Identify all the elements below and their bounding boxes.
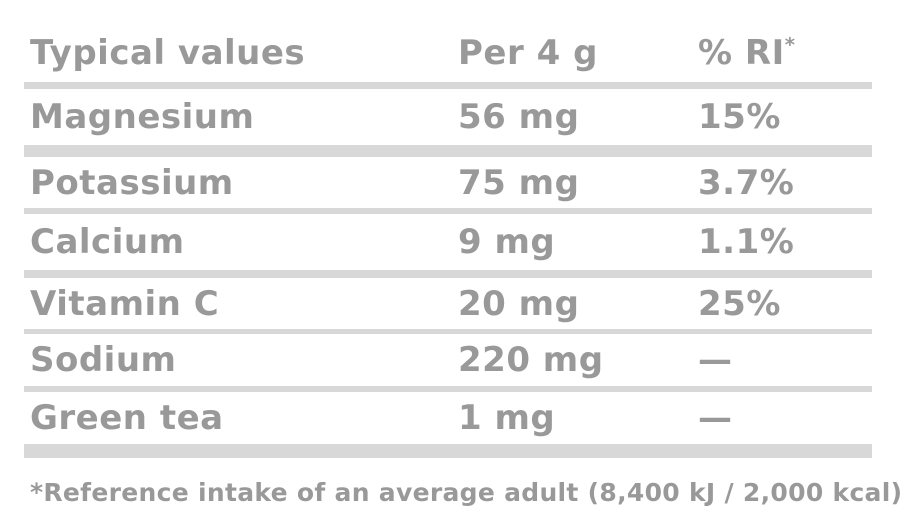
nutrient-name: Potassium <box>30 162 234 203</box>
table-row-calcium: Calcium 9 mg 1.1% <box>0 214 900 270</box>
nutrient-ri-percent: 1.1% <box>698 222 795 262</box>
table-row-potassium: Potassium 75 mg 3.7% <box>0 157 900 208</box>
nutrient-ri-percent: — <box>698 340 733 380</box>
nutrient-name: Green tea <box>30 398 224 438</box>
table-row-green-tea: Green tea 1 mg — <box>0 392 900 444</box>
nutrient-name: Sodium <box>30 340 177 380</box>
nutrient-amount: 9 mg <box>458 222 556 262</box>
nutrient-ri-percent: 3.7% <box>698 162 795 203</box>
reference-intake-label: % RI <box>698 33 785 73</box>
nutrient-name: Calcium <box>30 222 185 262</box>
divider <box>24 145 872 157</box>
nutrient-amount: 75 mg <box>458 162 580 203</box>
divider <box>24 270 872 278</box>
divider <box>24 82 872 89</box>
nutrient-ri-percent: 25% <box>698 283 781 324</box>
table-header-row: Typical values Per 4 g % RI* <box>0 0 900 82</box>
divider <box>24 444 872 458</box>
nutrient-name: Vitamin C <box>30 283 220 324</box>
column-header-per-serving: Per 4 g <box>458 33 598 73</box>
nutrient-amount: 1 mg <box>458 398 556 438</box>
nutrient-ri-percent: 15% <box>698 97 781 137</box>
nutrient-amount: 56 mg <box>458 97 580 137</box>
table-row-magnesium: Magnesium 56 mg 15% <box>0 89 900 145</box>
nutrient-amount: 20 mg <box>458 283 580 324</box>
column-header-typical-values: Typical values <box>30 33 306 73</box>
divider <box>24 329 872 334</box>
divider <box>24 208 872 214</box>
footnote-asterisk: * <box>784 33 796 57</box>
nutrient-name: Magnesium <box>30 97 255 137</box>
nutrient-amount: 220 mg <box>458 340 604 380</box>
table-row-sodium: Sodium 220 mg — <box>0 334 900 386</box>
column-header-reference-intake: % RI* <box>698 33 900 73</box>
nutrient-ri-percent: — <box>698 398 733 438</box>
reference-intake-footnote: *Reference intake of an average adult (8… <box>30 478 900 507</box>
table-row-vitamin-c: Vitamin C 20 mg 25% <box>0 278 900 329</box>
divider <box>24 386 872 392</box>
